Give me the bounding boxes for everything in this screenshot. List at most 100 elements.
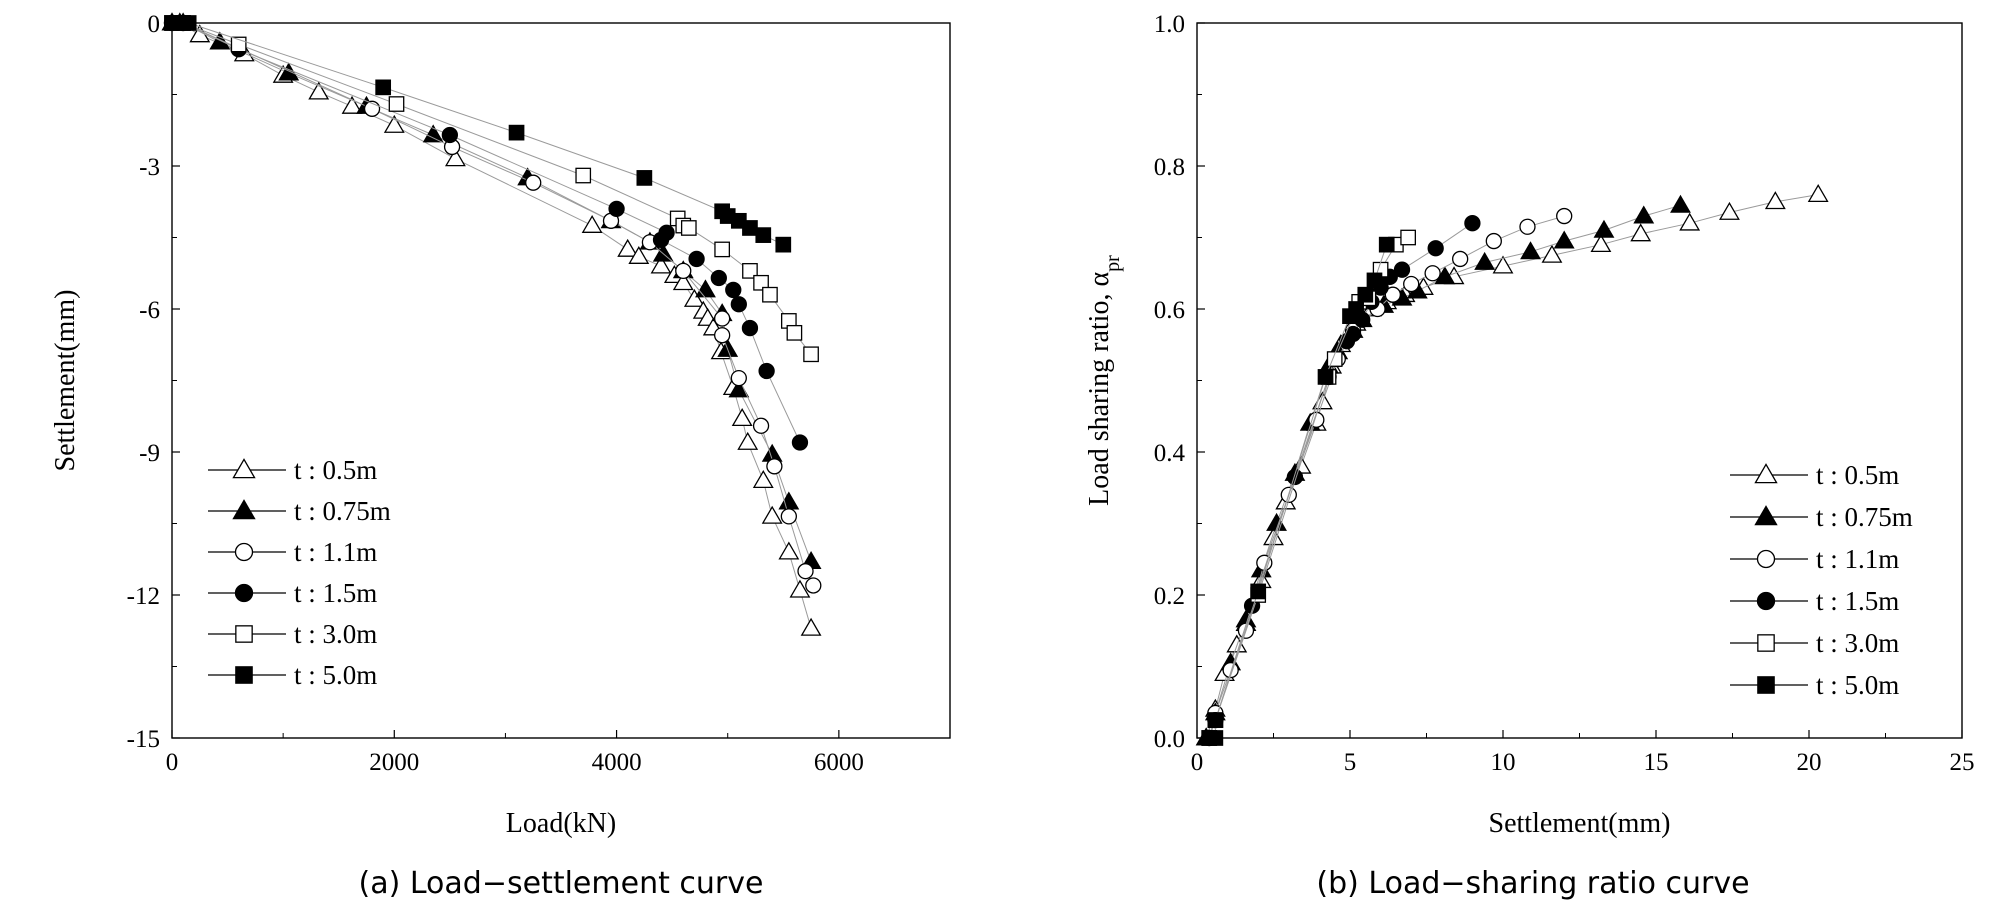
legend: t : 0.5m t : 0.75m t : 1.1m t : 1.5m t : 3.0… xyxy=(1730,460,1913,700)
data-point xyxy=(1807,184,1829,203)
data-point xyxy=(1630,223,1652,242)
data-point xyxy=(508,124,525,141)
legend-label: t : 3.0m xyxy=(294,619,377,649)
y-tick-label: 0.6 xyxy=(1154,297,1185,324)
data-point xyxy=(797,563,814,580)
data-point xyxy=(1424,265,1441,282)
legend-marker xyxy=(235,625,253,643)
series-line xyxy=(172,22,812,562)
data-point xyxy=(1357,286,1374,303)
legend-marker xyxy=(232,499,256,520)
legend-label: t : 1.5m xyxy=(294,578,377,608)
data-point xyxy=(1250,583,1267,600)
data-point xyxy=(672,272,694,291)
data-point xyxy=(1378,236,1395,253)
data-point xyxy=(755,227,772,243)
x-axis-label: Settlement(mm) xyxy=(1489,808,1671,839)
data-point xyxy=(608,200,625,218)
series-t-5.0m xyxy=(164,15,792,253)
panel-a-load-settlement: 0 2000 4000 6000 0 -3 -6 -9 -12 -15 Load(kN) Settle… xyxy=(50,11,951,901)
data-point xyxy=(308,81,330,100)
y-tick-label: 0.4 xyxy=(1154,440,1186,467)
data-point xyxy=(1452,250,1469,268)
data-point xyxy=(1400,229,1416,246)
legend-marker xyxy=(235,666,253,684)
data-point xyxy=(775,236,792,253)
data-point xyxy=(650,255,672,274)
data-point xyxy=(737,431,759,450)
x-tick-label: 20 xyxy=(1797,749,1822,776)
data-point xyxy=(1593,219,1615,238)
x-tick-label: 10 xyxy=(1491,749,1516,776)
data-point xyxy=(758,362,775,380)
data-point xyxy=(383,114,405,133)
series-t-0.5m xyxy=(1195,184,1829,746)
data-point xyxy=(1541,244,1563,263)
legend-marker xyxy=(232,458,256,479)
series-t-0.75m xyxy=(1195,194,1691,746)
data-point xyxy=(789,579,811,598)
x-tick-label: 2000 xyxy=(369,749,419,776)
legend-marker xyxy=(234,542,254,562)
y-tick-label: 0.2 xyxy=(1154,583,1185,610)
data-point xyxy=(180,15,197,31)
data-point xyxy=(710,269,727,287)
data-point xyxy=(441,126,459,144)
legend-label: t : 1.1m xyxy=(1816,544,1899,574)
x-tick-label: 4000 xyxy=(592,749,642,776)
series-line xyxy=(172,22,801,443)
data-point xyxy=(444,148,466,167)
legend-label: t : 5.0m xyxy=(294,660,377,690)
data-point xyxy=(1553,230,1575,249)
data-point xyxy=(730,296,747,313)
data-point xyxy=(753,274,769,291)
panel-caption: (b) Load−sharing ratio curve xyxy=(1316,866,1749,901)
data-point xyxy=(778,541,800,560)
y-tick-label: 1.0 xyxy=(1154,11,1185,38)
y-tick-label: 0 xyxy=(148,11,161,38)
series-t-1.1m xyxy=(163,14,822,594)
series-line xyxy=(1205,204,1681,739)
data-point xyxy=(1679,212,1701,231)
data-point xyxy=(1366,272,1383,289)
data-point xyxy=(628,245,650,264)
series-line xyxy=(1208,222,1473,739)
legend-marker xyxy=(1754,463,1778,484)
data-point xyxy=(675,262,692,280)
data-point xyxy=(752,470,774,489)
x-tick-label: 6000 xyxy=(814,749,864,776)
data-point xyxy=(1670,194,1691,213)
data-point xyxy=(1633,205,1655,224)
legend-marker xyxy=(234,583,254,603)
data-point xyxy=(636,170,653,186)
data-point xyxy=(786,324,803,341)
x-tick-label: 0 xyxy=(1191,749,1204,776)
data-point xyxy=(766,458,783,475)
y-axis-label: Load sharing ratio, αpr xyxy=(1084,255,1124,506)
x-tick-label: 25 xyxy=(1950,749,1975,776)
y-axis-label-subscript: pr xyxy=(1102,255,1124,272)
data-point xyxy=(1286,468,1304,486)
data-point xyxy=(761,505,783,524)
legend-label: t : 0.5m xyxy=(1816,460,1899,490)
data-point xyxy=(1719,201,1740,220)
data-point xyxy=(742,220,758,236)
data-point xyxy=(581,214,603,233)
y-tick-label: -3 xyxy=(139,154,160,181)
y-tick-label: -15 xyxy=(127,726,160,753)
data-point xyxy=(714,327,731,344)
data-point xyxy=(714,241,731,258)
panel-b-load-sharing: 0 5 10 15 20 25 0.0 0.2 0.4 0.6 0.8 1.0 Settlement(m… xyxy=(1084,11,1975,901)
legend: t : 0.5m t : 0.75m t : 1.1m t : 1.5m t : 3.0… xyxy=(208,455,391,690)
data-point xyxy=(1519,218,1536,235)
data-point xyxy=(1317,369,1334,385)
data-point xyxy=(752,417,770,434)
data-point xyxy=(1222,661,1239,679)
data-point xyxy=(1590,234,1612,253)
data-point xyxy=(742,263,758,279)
legend-label: t : 0.75m xyxy=(1816,502,1913,532)
data-point xyxy=(695,279,716,298)
legend-marker xyxy=(1754,505,1778,526)
legend-marker xyxy=(1757,676,1775,694)
data-point xyxy=(762,286,778,303)
